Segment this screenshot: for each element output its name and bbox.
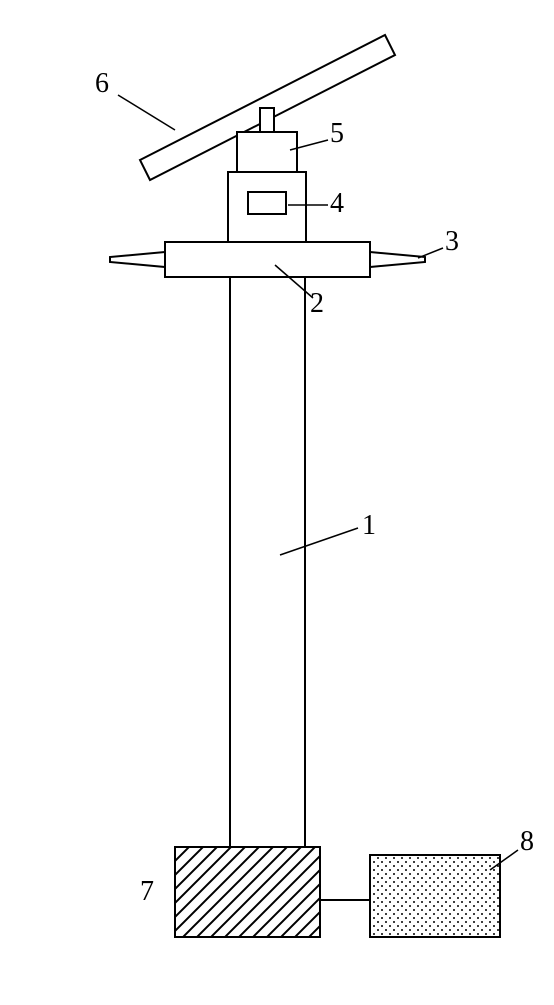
crossbar	[165, 242, 370, 277]
label-4: 4	[330, 188, 344, 220]
label-2: 2	[310, 288, 324, 320]
pole	[230, 277, 305, 847]
diagram-svg: 7	[0, 0, 554, 1000]
leader-3	[418, 248, 443, 258]
top-box	[237, 132, 297, 172]
label-6: 6	[95, 68, 109, 100]
label-5: 5	[330, 118, 344, 150]
leader-6	[118, 95, 175, 130]
mid-inner-box	[248, 192, 286, 214]
label-8: 8	[520, 826, 534, 858]
spike-right	[370, 252, 425, 267]
label-3: 3	[445, 226, 459, 258]
label-1: 1	[362, 510, 376, 542]
base-left	[175, 847, 320, 937]
label-7-text: 7	[140, 876, 154, 907]
spike-left	[110, 252, 165, 267]
schematic-diagram: 7 1 2 3 4 5 6 8	[0, 0, 554, 1000]
base-right	[370, 855, 500, 937]
